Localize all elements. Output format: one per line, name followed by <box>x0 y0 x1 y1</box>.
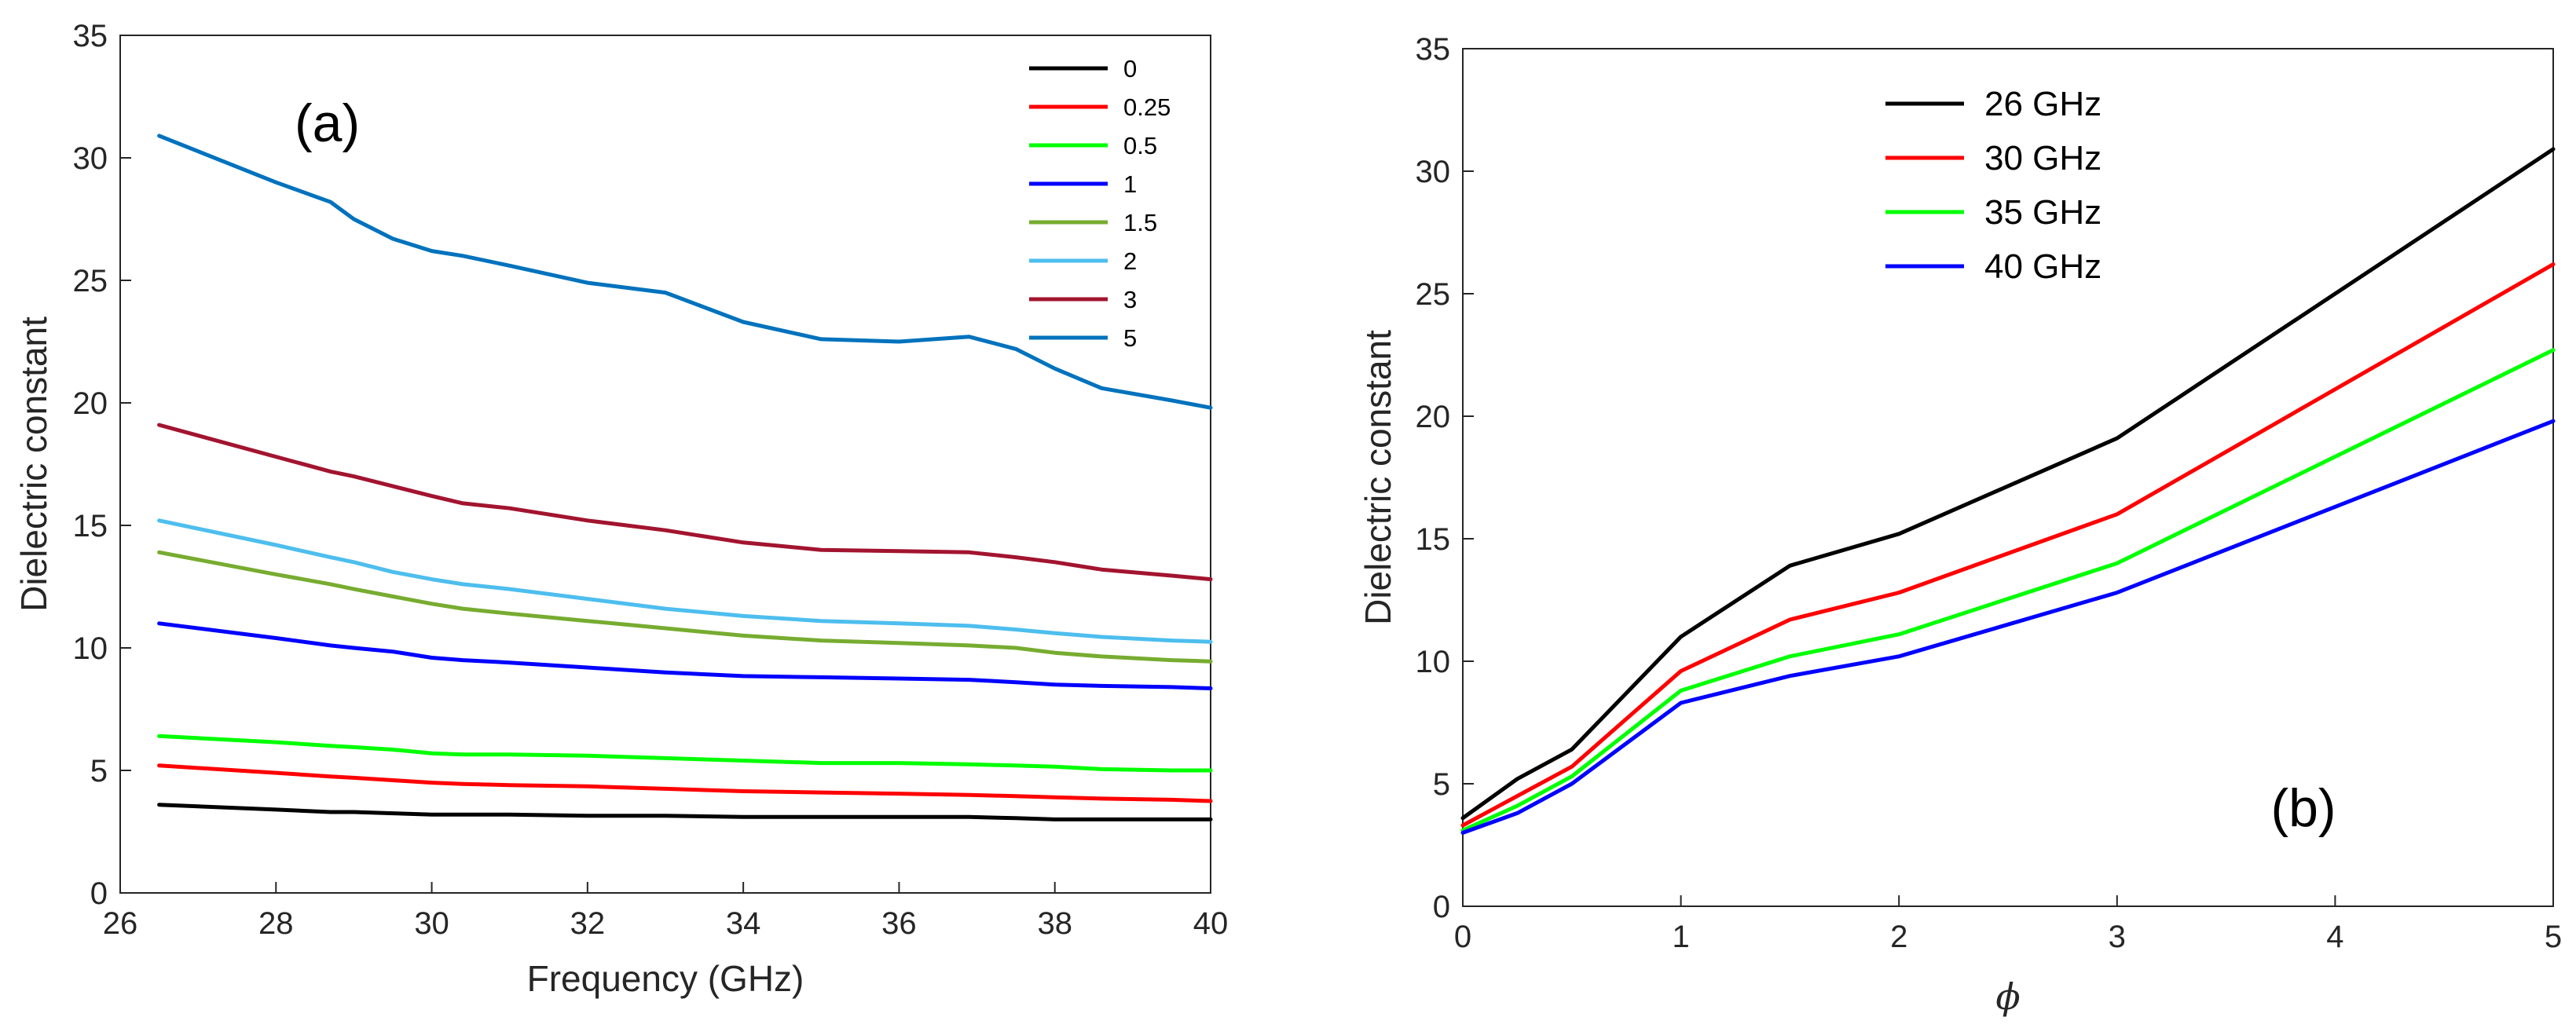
chart-a-y-axis-label: Dielectric constant <box>13 316 54 612</box>
chart-b-x-tick-label: 2 <box>1890 920 1907 954</box>
chart-b-x-tick-label: 1 <box>1672 920 1689 954</box>
chart-a-y-tick-label: 10 <box>73 631 108 666</box>
chart-b-panel-label: (b) <box>2270 778 2336 838</box>
chart-a-x-tick-label: 28 <box>258 906 294 941</box>
chart-b-x-tick-label: 4 <box>2326 920 2343 954</box>
chart-b-y-tick-label: 20 <box>1416 400 1451 434</box>
chart-a-x-tick-label: 26 <box>103 906 138 941</box>
chart-b-plot-area <box>1462 48 2554 907</box>
chart-b-x-tick-label: 3 <box>2109 920 2126 954</box>
chart-a-y-tick-label: 25 <box>73 264 108 298</box>
chart-a-panel-label: (a) <box>295 93 360 153</box>
chart-a-x-tick-label: 38 <box>1037 906 1072 941</box>
chart-a-x-tick-label: 40 <box>1193 906 1229 941</box>
chart-b-x-tick-label: 0 <box>1454 920 1471 954</box>
chart-a-x-tick-label: 32 <box>570 906 606 941</box>
chart-a-y-tick-label: 5 <box>90 754 108 788</box>
chart-a-legend: 0 0.25 0.5 1 1.5 2 3 5 <box>1029 55 1171 352</box>
chart-b: 0 1 2 3 4 5 0 5 10 15 20 25 30 35 26 GHz 30 GHz 35 GHz… <box>1358 32 2562 1018</box>
chart-a-x-tick-label: 36 <box>881 906 917 941</box>
chart-a-series-line-5 <box>157 134 1213 410</box>
chart-a-series-line-1_5 <box>157 550 1213 664</box>
chart-a-legend-label: 0 <box>1123 55 1137 82</box>
chart-b-y-tick-label: 25 <box>1416 277 1451 312</box>
chart-a-legend-label: 1 <box>1123 170 1137 198</box>
chart-a-y-tick-label: 35 <box>73 19 108 53</box>
chart-a-series-line-1 <box>157 621 1213 690</box>
chart-b-y-tick-label: 35 <box>1416 32 1451 67</box>
chart-b-y-axis-label: Dielectric constant <box>1358 330 1398 625</box>
chart-a-series-group <box>157 134 1213 821</box>
chart-a-x-axis-label: Frequency (GHz) <box>527 958 804 999</box>
chart-b-series-line-35-GHz <box>1460 348 2556 832</box>
chart-a-legend-label: 0.5 <box>1123 132 1157 159</box>
chart-b-y-tick-label: 5 <box>1433 767 1450 802</box>
chart-a-y-tick-label: 15 <box>73 509 108 543</box>
chart-a-x-tick-label: 34 <box>726 906 761 941</box>
chart-a-legend-label: 1.5 <box>1123 209 1157 236</box>
chart-b-x-tick-label: 5 <box>2545 920 2562 954</box>
chart-a-series-line-3 <box>157 423 1213 582</box>
chart-a-series-line-0_5 <box>157 734 1213 773</box>
chart-a-legend-label: 0.25 <box>1123 93 1171 121</box>
chart-a-y-tick-label: 30 <box>73 141 108 176</box>
chart-a-legend-label: 5 <box>1123 324 1137 352</box>
chart-b-legend-label: 40 GHz <box>1984 247 2101 286</box>
chart-b-x-axis-label: ϕ <box>1995 975 2020 1018</box>
chart-a-series-line-2 <box>157 518 1213 644</box>
chart-b-y-ticks: 0 5 10 15 20 25 30 35 <box>1416 32 1474 924</box>
chart-a-series-line-0 <box>157 803 1213 821</box>
chart-b-y-tick-label: 0 <box>1433 890 1450 924</box>
chart-b-legend-label: 26 GHz <box>1984 85 2101 123</box>
chart-b-legend-label: 30 GHz <box>1984 139 2101 177</box>
chart-b-series-line-26-GHz <box>1460 147 2556 821</box>
chart-a-legend-label: 2 <box>1123 247 1137 275</box>
chart-a-y-tick-label: 20 <box>73 386 108 421</box>
chart-a-y-ticks: 0 5 10 15 20 25 30 35 <box>73 19 131 911</box>
chart-a-series-line-0_25 <box>157 763 1213 803</box>
chart-b-y-tick-label: 15 <box>1416 522 1451 557</box>
chart-a-plot-area <box>119 35 1211 894</box>
chart-b-series-group <box>1460 147 2556 835</box>
chart-b-x-ticks: 0 1 2 3 4 5 <box>1454 895 2562 954</box>
chart-b-y-tick-label: 10 <box>1416 645 1451 679</box>
chart-a-y-tick-label: 0 <box>90 876 108 911</box>
chart-b-series-line-40-GHz <box>1460 419 2556 835</box>
chart-b-legend: 26 GHz 30 GHz 35 GHz 40 GHz <box>1885 85 2101 286</box>
chart-b-y-tick-label: 30 <box>1416 155 1451 189</box>
chart-a-x-ticks: 26 28 30 32 34 36 38 40 <box>103 882 1229 941</box>
chart-b-series-line-30-GHz <box>1460 262 2556 828</box>
chart-a-legend-label: 3 <box>1123 286 1137 313</box>
chart-b-legend-label: 35 GHz <box>1984 193 2101 232</box>
chart-a-x-tick-label: 30 <box>414 906 449 941</box>
